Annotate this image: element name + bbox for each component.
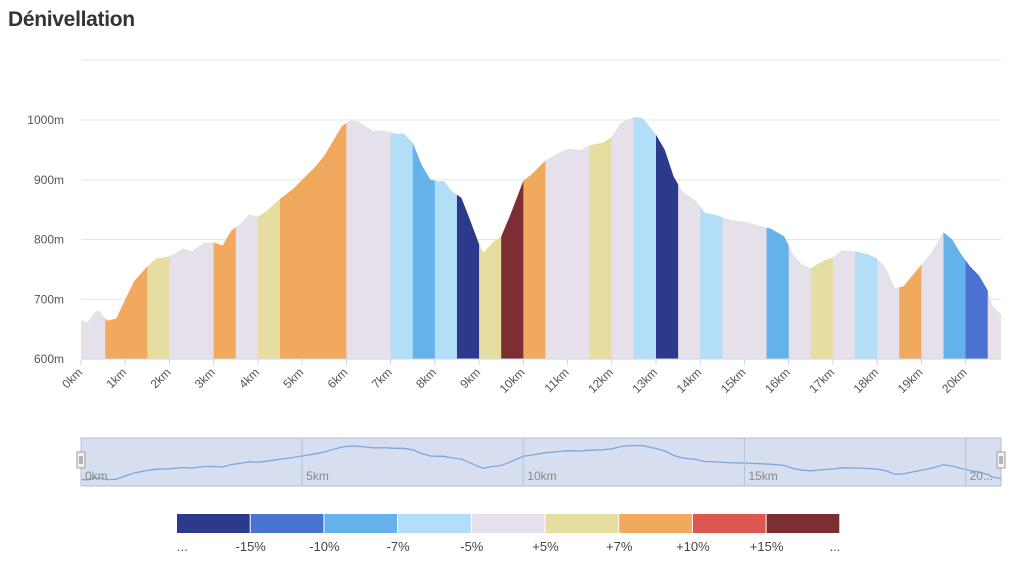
navigator-label: 0km — [85, 469, 108, 483]
x-tick-label: 1km — [103, 365, 129, 391]
legend-swatch — [766, 514, 840, 533]
x-tick-label: 6km — [325, 365, 351, 391]
navigator-left-handle[interactable] — [76, 451, 86, 469]
slope-segment — [877, 117, 900, 359]
x-tick-label: 13km — [629, 365, 660, 396]
legend-swatch — [177, 514, 250, 533]
y-tick-label: 800m — [34, 233, 64, 247]
range-navigator[interactable]: 0km 5km 10km 15km 20... — [76, 437, 1006, 487]
legend-label: -10% — [309, 539, 340, 554]
x-tick-label: 12km — [585, 365, 616, 396]
slope-segment — [766, 117, 790, 359]
navigator-label: 20... — [970, 469, 993, 483]
navigator-right-handle[interactable] — [996, 451, 1006, 469]
slope-segment — [633, 117, 657, 359]
navigator-label: 5km — [306, 469, 329, 483]
legend-swatch — [619, 514, 692, 533]
slope-segment — [390, 117, 414, 359]
x-tick-label: 20km — [939, 365, 970, 396]
legend-swatch — [324, 514, 398, 533]
x-tick-label: 2km — [148, 365, 174, 391]
slope-bands — [81, 117, 1001, 359]
y-tick-label: 700m — [34, 292, 64, 306]
slope-segment — [147, 117, 171, 359]
x-tick-label: 17km — [806, 365, 837, 396]
slope-segment — [788, 117, 812, 359]
legend-swatch — [692, 514, 766, 533]
legend-label: +5% — [532, 539, 559, 554]
x-axis: 0km 1km 2km 3km 4km 5km 6km 7km 8km 9km 10km 11km 12… — [59, 358, 1001, 396]
legend-label: +7% — [606, 539, 633, 554]
slope-segment — [987, 117, 1001, 359]
x-tick-label: 19km — [895, 365, 926, 396]
slope-segment — [105, 117, 148, 359]
slope-segment — [479, 117, 502, 359]
x-tick-label: 14km — [674, 365, 705, 396]
chart-title: Dénivellation — [8, 8, 135, 31]
navigator-selection — [80, 437, 1002, 487]
slope-segment — [855, 117, 878, 359]
legend-label: +15% — [750, 539, 784, 554]
x-tick-label: 8km — [413, 365, 439, 391]
x-tick-label: 10km — [497, 365, 528, 396]
slope-segment — [235, 117, 259, 359]
x-tick-label: 4km — [236, 365, 262, 391]
slope-segment — [434, 117, 458, 359]
slope-segment — [722, 117, 768, 359]
slope-segment — [899, 117, 922, 359]
navigator-series-line — [80, 444, 1002, 481]
x-tick-label: 15km — [718, 365, 749, 396]
x-tick-label: 9km — [457, 365, 483, 391]
x-tick-label: 0km — [59, 365, 85, 391]
x-tick-label: 18km — [851, 365, 882, 396]
legend-swatch — [471, 514, 545, 533]
legend-label: -15% — [236, 539, 267, 554]
slope-segment — [943, 117, 967, 359]
handle-grip — [76, 451, 86, 469]
slope-segment — [346, 117, 392, 359]
slope-segment — [810, 117, 834, 359]
legend-label: -5% — [460, 539, 484, 554]
y-axis: 600m 700m 800m 900m 1000m — [27, 113, 64, 366]
slope-segment — [81, 117, 106, 359]
legend-label: ... — [177, 539, 188, 554]
y-tick-label: 900m — [34, 173, 64, 187]
slope-segment — [456, 117, 480, 359]
y-tick-label: 600m — [34, 352, 64, 366]
slope-segment — [611, 117, 635, 359]
handle-grip — [996, 451, 1006, 469]
legend-label: -7% — [387, 539, 411, 554]
navigator-label: 10km — [527, 469, 556, 483]
slope-segment — [656, 117, 679, 359]
slope-segment — [523, 117, 547, 359]
slope-legend: ... -15% -10% -7% -5% +5% +7% +10% +15%... — [177, 514, 840, 554]
x-tick-label: 16km — [762, 365, 793, 396]
legend-swatch — [250, 514, 324, 533]
slope-segment — [213, 117, 237, 359]
slope-segment — [545, 117, 591, 359]
x-tick-label: 7km — [369, 365, 395, 391]
slope-segment — [965, 117, 989, 359]
x-tick-label: 11km — [542, 365, 572, 395]
slope-segment — [257, 117, 281, 359]
x-tick-label: 5km — [280, 365, 306, 391]
legend-label: +10% — [676, 539, 710, 554]
navigator-label: 15km — [748, 469, 777, 483]
slope-segment — [280, 117, 347, 359]
slope-segment — [921, 117, 945, 359]
slope-segment — [589, 117, 613, 359]
x-tick-label: 3km — [192, 365, 218, 391]
slope-segment — [832, 117, 856, 359]
legend-swatch — [545, 514, 619, 533]
slope-segment — [412, 117, 436, 359]
y-tick-label: 1000m — [27, 113, 64, 127]
slope-segment — [678, 117, 701, 359]
slope-segment — [169, 117, 215, 359]
slope-segment — [501, 117, 524, 359]
slope-segment — [700, 117, 723, 359]
legend-swatch — [398, 514, 471, 533]
legend-label: ... — [829, 539, 840, 554]
